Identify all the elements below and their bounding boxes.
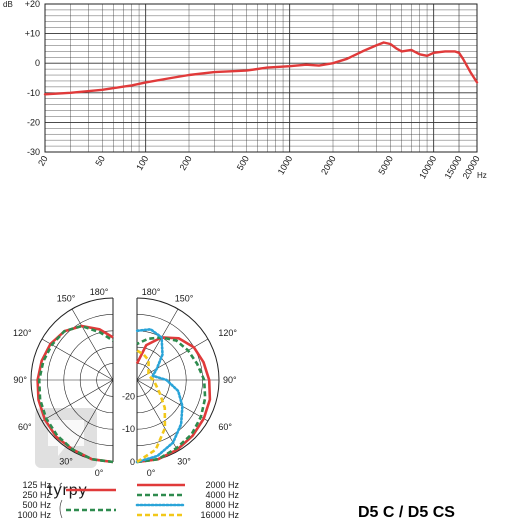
- polar-spoke: [136, 379, 179, 452]
- plot-border: [44, 3, 478, 153]
- polar-right-curves: [135, 328, 212, 464]
- polar-curve: [37, 324, 114, 464]
- polar-left-grid: [30, 297, 114, 463]
- polar-angle-labels: 180° 150° 120° 90° 60° 30° 0° 180° 150° 120° 90° 60…: [13, 287, 237, 478]
- x-tick-label: 50: [93, 154, 107, 168]
- polar-pattern-chart: tyrpy 180°150°120°90°60°30°0°180°150°120…: [13, 287, 240, 520]
- legend-right-label: 4000 Hz: [205, 490, 239, 500]
- polar-spoke: [136, 379, 209, 422]
- polar-angle-label: 30°: [59, 456, 73, 466]
- y-tick-labels: +20 +10 0 -10 -20 -30: [25, 0, 40, 157]
- polar-angle-label: 120°: [13, 328, 32, 338]
- y-tick-label: -20: [27, 117, 40, 127]
- polar-angle-label: 150°: [57, 294, 76, 304]
- frequency-response-chart: dB +20+100-10-20-30 20 50 100 200 500 1000 200…: [0, 0, 530, 200]
- polar-angle-label: 60°: [18, 422, 32, 432]
- y-axis-unit-label: dB: [3, 0, 13, 9]
- y-tick-label: -30: [27, 147, 40, 157]
- legend-left-label: 500 Hz: [22, 500, 51, 510]
- legend-brace: [59, 482, 63, 488]
- polar-spoke: [41, 338, 114, 381]
- model-name: D5 C / D5 CS: [358, 504, 455, 521]
- polar-spoke: [71, 379, 114, 452]
- polar-radial-label: 0: [130, 457, 135, 467]
- polar-angle-label: 150°: [175, 294, 194, 304]
- polar-angle-label: 180°: [142, 287, 161, 297]
- polar-right-grid: [136, 297, 220, 463]
- polar-curve: [135, 328, 184, 464]
- polar-left-curves: [36, 324, 114, 464]
- polar-angle-label: 30°: [177, 456, 191, 466]
- legend-right-label: 16000 Hz: [200, 510, 239, 520]
- polar-spoke: [136, 308, 179, 381]
- polar-angle-label: 90°: [13, 375, 27, 385]
- y-tick-label: -10: [27, 88, 40, 98]
- polar-angle-label: 90°: [223, 375, 237, 385]
- polar-radial-label: -10: [122, 424, 135, 434]
- legend-brace: [59, 499, 63, 519]
- polar-angle-label: 0°: [147, 468, 156, 478]
- polar-spoke: [71, 308, 114, 381]
- polar-curve: [136, 349, 167, 464]
- polar-radial-label: -20: [122, 391, 135, 401]
- polar-angle-label: 180°: [90, 287, 109, 297]
- watermark-bubble: [48, 420, 84, 456]
- y-tick-label: 0: [35, 58, 40, 68]
- legend-left-label: 1000 Hz: [17, 510, 51, 520]
- polar-spoke: [41, 379, 114, 422]
- y-tick-label: +20: [25, 0, 40, 9]
- polar-angle-label: 60°: [218, 422, 232, 432]
- y-tick-label: +10: [25, 29, 40, 39]
- polar-radial-labels: 0 -10 -20: [122, 391, 135, 467]
- legend-right-label: 8000 Hz: [205, 500, 239, 510]
- polar-angle-label: 0°: [95, 468, 104, 478]
- x-tick-label: 20: [36, 154, 50, 168]
- frequency-frame: [44, 3, 478, 153]
- frequency-response-line: [43, 41, 479, 96]
- legend-right-label: 2000 Hz: [205, 480, 239, 490]
- polar-angle-label: 120°: [218, 328, 237, 338]
- x-axis-unit-label: Hz: [477, 171, 487, 180]
- legend-left-label: 250 Hz: [22, 490, 51, 500]
- legend-left-label: 125 Hz: [22, 480, 51, 490]
